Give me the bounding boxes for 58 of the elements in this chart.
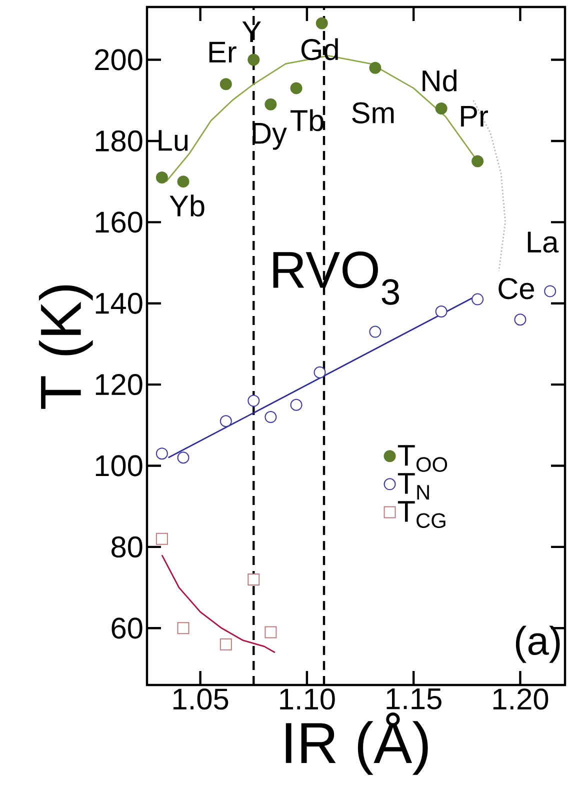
annotation: Er — [209, 42, 236, 62]
point — [472, 155, 484, 168]
point — [544, 285, 556, 298]
x-tick-label: 1.15 — [386, 688, 442, 710]
point — [264, 411, 277, 424]
point — [290, 398, 302, 411]
point — [156, 448, 168, 460]
point — [314, 366, 326, 378]
annotation: Yb — [170, 194, 204, 217]
point — [316, 17, 328, 30]
point — [156, 172, 168, 184]
point — [248, 394, 260, 407]
y-tick-label: 180 — [96, 130, 142, 152]
point — [435, 305, 448, 318]
point — [514, 314, 526, 326]
point — [472, 293, 484, 306]
annotation: La — [528, 232, 559, 253]
point — [177, 452, 190, 464]
point — [435, 102, 448, 114]
x-tick-label: 1.20 — [493, 688, 548, 710]
annotation: Sm — [352, 102, 394, 124]
point — [156, 532, 168, 545]
y-tick-label: 120 — [96, 374, 142, 396]
annotation: Pr — [461, 106, 488, 127]
annotation: Tb — [290, 109, 324, 132]
point — [264, 98, 277, 110]
annotation: Gd — [301, 38, 338, 60]
point — [220, 638, 232, 650]
annotation: Ce — [498, 278, 534, 300]
annotation: (a) — [516, 626, 560, 663]
x-tick-label: 1.10 — [280, 688, 335, 710]
annotation: RVO$_{3}$ — [273, 252, 400, 305]
annotation: Y — [242, 21, 261, 42]
point — [369, 326, 382, 338]
point — [290, 82, 302, 94]
y-tick-label: 60 — [112, 618, 142, 639]
legend-label: T$_{N}$ — [398, 473, 429, 500]
y-tick-label: 160 — [96, 212, 142, 233]
point — [177, 176, 190, 188]
legend-label: T$_{OO}$ — [398, 445, 448, 472]
point — [264, 626, 277, 638]
point — [369, 62, 382, 74]
point — [248, 573, 260, 586]
point — [177, 622, 190, 634]
y-tick-label: 200 — [95, 49, 142, 70]
y-tick-label: 100 — [96, 455, 142, 476]
x-tick-label: 1.05 — [174, 688, 228, 710]
annotation: Lu — [158, 130, 188, 151]
point — [220, 415, 232, 428]
y-tick-label: 140 — [96, 292, 142, 314]
point — [220, 78, 232, 90]
point — [248, 54, 260, 66]
y-tick-label: 80 — [112, 536, 142, 558]
line-series — [161, 554, 276, 654]
y-axis-title: T (K) — [38, 285, 93, 409]
annotation: Nd — [422, 70, 456, 92]
x-axis-title: IR (Å) — [286, 712, 428, 775]
legend-label: T$_{CG}$ — [398, 501, 446, 528]
